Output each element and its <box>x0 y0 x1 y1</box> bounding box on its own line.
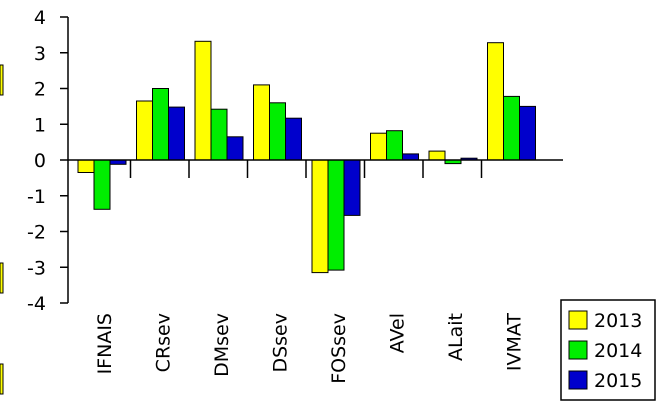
x-tick-label-FOSsev: FOSsev <box>328 313 350 384</box>
legend-swatch-2014 <box>568 340 588 360</box>
bar-IVMAT-2014 <box>503 95 520 161</box>
bar-FOSsev-2014 <box>327 159 345 271</box>
y-tick-label: -3 <box>27 257 46 279</box>
legend: 2013 2014 2015 <box>560 299 656 401</box>
bar-DMsev-2013 <box>194 40 212 161</box>
x-axis: IFNAIS CRsev DMsev DSsev FOSsev AVel ALait IVMA… <box>68 159 563 384</box>
x-tick-label-IFNAIS: IFNAIS <box>94 313 116 374</box>
legend-swatch-2013 <box>568 310 588 330</box>
legend-swatch-2015 <box>568 370 588 390</box>
bar-CRsev-2014 <box>152 88 169 161</box>
cropped-legend-swatch <box>0 363 4 395</box>
bar-AVel-2013 <box>370 132 387 161</box>
y-tick-label: 4 <box>34 7 46 29</box>
x-tick-label-CRsev: CRsev <box>153 313 175 372</box>
y-tick-label: 2 <box>34 79 46 101</box>
x-tick-label-IVMAT: IVMAT <box>504 313 526 372</box>
y-tick-label: 3 <box>34 43 46 65</box>
x-tick-label-DMsev: DMsev <box>211 313 233 377</box>
bar-IFNAIS-2013 <box>77 159 95 173</box>
bar-DSsev-2015 <box>285 117 302 161</box>
bar-DSsev-2013 <box>253 84 270 161</box>
y-tick-label: -4 <box>27 293 46 315</box>
y-tick-label: 1 <box>34 114 46 136</box>
bar-IVMAT-2015 <box>519 105 536 161</box>
cropped-legend-swatch <box>0 64 4 96</box>
bar-DMsev-2014 <box>210 108 228 161</box>
legend-label-2013: 2013 <box>594 310 642 332</box>
bar-CRsev-2013 <box>136 100 153 161</box>
bar-AVel-2014 <box>386 130 403 161</box>
x-tick-label-ALait: ALait <box>445 313 467 361</box>
x-tick-label-DSsev: DSsev <box>270 313 292 373</box>
bar-DSsev-2014 <box>269 102 286 161</box>
bar-AVel-2015 <box>402 153 419 161</box>
bar-CRsev-2015 <box>168 106 185 161</box>
legend-label-2015: 2015 <box>594 370 642 392</box>
bar-ALait-2013 <box>428 150 446 161</box>
legend-label-2014: 2014 <box>594 340 642 362</box>
y-axis: 4 3 2 1 0 -1 -2 -3 -4 <box>27 7 69 315</box>
x-tick-label-AVel: AVel <box>387 313 409 353</box>
bar-DMsev-2015 <box>226 136 244 161</box>
y-tick-label: -2 <box>27 222 46 244</box>
bar-IFNAIS-2014 <box>93 159 111 210</box>
bar-FOSsev-2013 <box>311 159 329 274</box>
y-tick-label: 0 <box>34 150 46 172</box>
bar-IVMAT-2013 <box>487 42 504 161</box>
bar-FOSsev-2015 <box>343 159 361 216</box>
cropped-legend-swatch <box>0 262 4 294</box>
y-tick-label: -1 <box>27 186 46 208</box>
bars <box>77 40 536 274</box>
